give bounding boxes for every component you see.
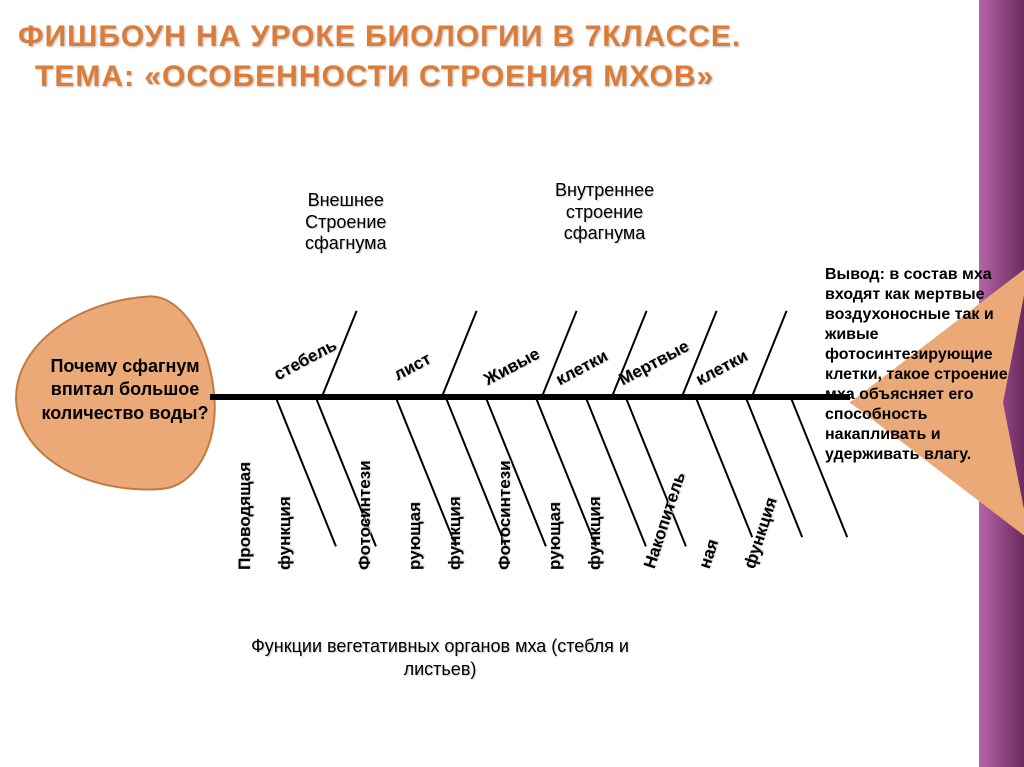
bone-label: функция: [740, 495, 782, 571]
bone-label: ная: [695, 537, 723, 571]
bone-label: клетки: [553, 346, 612, 390]
top-group-label: ВнешнееСтроениесфагнума: [305, 190, 387, 255]
fish-tail-conclusion: Вывод: в состав мха входят как мертвые в…: [825, 265, 1020, 465]
bone-up: [440, 311, 477, 400]
fish-spine: [210, 394, 850, 400]
bone-label: Накопитель: [640, 470, 690, 571]
bone-down: [695, 398, 753, 538]
bone-label: Проводящая: [235, 462, 255, 570]
fishbone-diagram: Почему сфагнум впитал большое количество…: [0, 170, 1024, 730]
bone-label: Живые: [481, 344, 544, 390]
bone-label: Фотосинтези: [495, 460, 515, 570]
bone-up: [750, 311, 787, 400]
bone-label: лист: [391, 349, 435, 385]
top-group-label: Внутреннеестроениесфагнума: [555, 180, 654, 245]
slide-title-line2: Тема: «Особенности строения мхов»: [35, 60, 714, 94]
bone-label: функция: [445, 496, 465, 570]
slide-title-line1: Фишбоун на уроке биологии в 7классе.: [18, 20, 741, 54]
bottom-group-label: Функции вегетативных органов мха (стебля…: [230, 635, 650, 682]
bone-label: рующая: [405, 502, 425, 570]
bone-label: Фотосинтези: [355, 460, 375, 570]
bone-label: функция: [585, 496, 605, 570]
bone-up: [540, 311, 577, 400]
bone-label: Мертвые: [616, 336, 693, 390]
bone-label: функция: [275, 496, 295, 570]
bone-label: рующая: [545, 502, 565, 570]
fish-head-question: Почему сфагнум впитал большое количество…: [35, 355, 215, 425]
bone-label: клетки: [693, 346, 752, 390]
